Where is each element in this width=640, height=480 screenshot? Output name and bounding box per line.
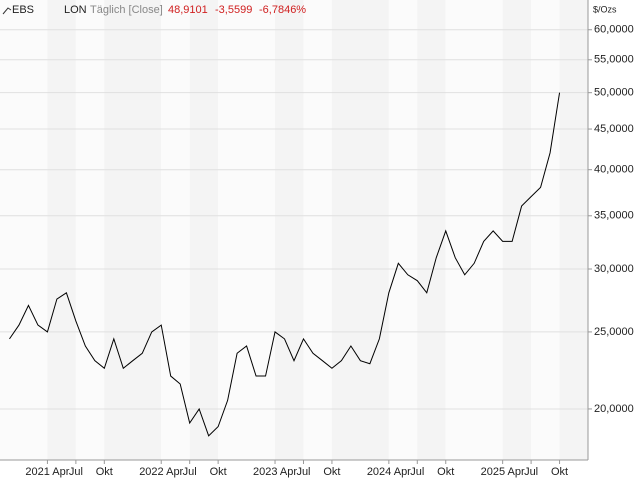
- background: [0, 0, 588, 460]
- band: [531, 0, 560, 460]
- band: [445, 0, 503, 460]
- last-price: 48,9101: [168, 4, 208, 16]
- band: [388, 0, 418, 460]
- y-unit: $/Ozs: [593, 4, 617, 14]
- price-line: [9, 92, 561, 437]
- x-tick-label: Okt: [437, 466, 454, 478]
- x-tick-label: Okt: [323, 466, 340, 478]
- line-icon: [2, 7, 12, 15]
- y-tick-label: 25,0000: [594, 326, 634, 338]
- x-tick-label: 2023 Apr: [253, 466, 297, 478]
- band: [331, 0, 389, 460]
- band: [161, 0, 190, 460]
- exchange: LON: [64, 4, 87, 16]
- band: [0, 0, 48, 460]
- x-tick-label: Okt: [210, 466, 227, 478]
- band: [47, 0, 76, 460]
- x-tick-label: Okt: [96, 466, 113, 478]
- band: [417, 0, 446, 460]
- x-tick-label: 2021 Apr: [25, 466, 69, 478]
- change-percent: -6,7846%: [259, 4, 306, 16]
- x-tick-label: Okt: [551, 466, 568, 478]
- x-tick-label: Jul: [69, 466, 83, 478]
- interval: Täglich [Close]: [90, 4, 163, 16]
- y-tick-label: 50,0000: [594, 87, 634, 99]
- x-tick-label: 2025 Apr: [481, 466, 525, 478]
- y-tick-label: 20,0000: [594, 403, 634, 415]
- x-tick-label: Jul: [410, 466, 424, 478]
- y-tick-label: 45,0000: [594, 123, 634, 135]
- x-tick-label: 2022 Apr: [139, 466, 183, 478]
- change: -3,5599: [215, 4, 252, 16]
- symbol: EBS: [12, 4, 34, 16]
- y-tick-label: 60,0000: [594, 24, 634, 36]
- x-tick-label: 2024 Apr: [367, 466, 411, 478]
- plot: [9, 92, 561, 437]
- y-tick-label: 40,0000: [594, 164, 634, 176]
- band: [275, 0, 304, 460]
- x-tick-label: Jul: [524, 466, 538, 478]
- y-tick-label: 30,0000: [594, 263, 634, 275]
- band: [104, 0, 162, 460]
- grid: [0, 29, 588, 410]
- band: [75, 0, 105, 460]
- band: [303, 0, 332, 460]
- x-tick-label: Jul: [183, 466, 197, 478]
- band: [218, 0, 276, 460]
- band: [559, 0, 588, 460]
- y-tick-label: 35,0000: [594, 210, 634, 222]
- y-tick-label: 55,0000: [594, 54, 634, 66]
- band: [502, 0, 532, 460]
- band: [189, 0, 219, 460]
- x-tick-label: Jul: [296, 466, 310, 478]
